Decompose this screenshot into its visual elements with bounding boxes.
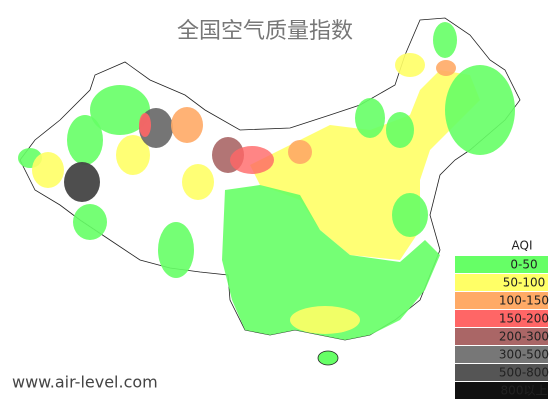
blob xyxy=(230,146,274,174)
map-title: 全国空气质量指数 xyxy=(177,19,353,44)
blob xyxy=(116,135,150,175)
legend-label: 500-800 xyxy=(499,366,549,380)
legend-swatch xyxy=(455,364,548,381)
blob xyxy=(288,140,312,164)
blob xyxy=(355,98,385,138)
blob xyxy=(436,60,456,76)
legend-swatch xyxy=(455,328,548,345)
blob xyxy=(67,115,103,165)
legend: AQI 0-50 50-100 100-150 150-200 200-300 300-5… xyxy=(453,236,550,400)
watermark: www.air-level.com xyxy=(12,373,158,392)
legend-label: 50-100 xyxy=(503,276,546,290)
blob xyxy=(433,22,457,58)
legend-label: 150-200 xyxy=(499,312,549,326)
legend-label: 300-500 xyxy=(499,348,549,362)
blob xyxy=(290,306,360,334)
hainan xyxy=(317,350,339,366)
blob xyxy=(64,162,100,202)
legend-swatch xyxy=(455,292,548,309)
legend-swatch xyxy=(455,310,548,327)
blob xyxy=(73,204,107,240)
blob xyxy=(182,164,214,200)
zone-green-south xyxy=(222,185,440,340)
blob xyxy=(139,113,151,137)
blob xyxy=(171,107,203,143)
legend-title: AQI xyxy=(512,239,533,253)
legend-swatch xyxy=(455,274,548,291)
blob xyxy=(445,65,515,155)
legend-label: 200-300 xyxy=(499,330,549,344)
legend-label: 0-50 xyxy=(510,258,537,272)
blob xyxy=(392,193,428,237)
legend-swatch xyxy=(455,346,548,363)
blob xyxy=(395,53,425,77)
blob xyxy=(158,222,194,278)
blob xyxy=(386,112,414,148)
blob xyxy=(90,85,150,135)
legend-swatch xyxy=(455,256,548,273)
legend-label: 800以上 xyxy=(501,384,548,398)
legend-swatch xyxy=(455,382,548,399)
map-area xyxy=(18,17,521,366)
legend-label: 100-150 xyxy=(499,294,549,308)
zone-yellow xyxy=(250,70,480,260)
blob xyxy=(32,152,64,188)
